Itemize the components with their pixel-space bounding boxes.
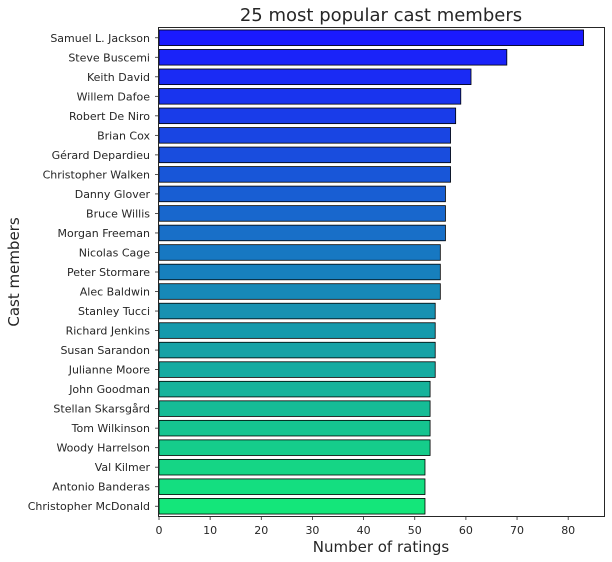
bar	[158, 498, 426, 515]
y-tick-label: Keith David	[87, 71, 150, 84]
y-tick-labels: Samuel L. Jackson Steve Buscemi Keith Davi…	[28, 32, 159, 513]
y-tick-label: Gérard Depardieu	[52, 149, 150, 162]
x-tick-label: 40	[357, 524, 371, 537]
y-tick-label: Antonio Banderas	[52, 481, 150, 494]
bar	[158, 205, 446, 222]
y-tick-label: Julianne Moore	[68, 364, 151, 377]
bar	[158, 49, 508, 66]
bar	[158, 244, 441, 261]
x-tick-label: 70	[510, 524, 524, 537]
chart-title: 25 most popular cast members	[240, 5, 522, 26]
bar	[158, 127, 451, 144]
x-tick-labels: 0 10 20 30 40 50 60 70 80	[156, 516, 575, 537]
y-tick-label: Woody Harrelson	[56, 442, 150, 455]
y-tick-label: Susan Sarandon	[60, 344, 150, 357]
x-tick-label: 0	[156, 524, 163, 537]
y-tick-label: Robert De Niro	[69, 110, 150, 123]
y-tick-label: Val Kilmer	[95, 461, 151, 474]
y-tick-label: Stanley Tucci	[78, 305, 150, 318]
bar	[158, 302, 436, 320]
bar	[158, 478, 426, 495]
y-tick-label: Steve Buscemi	[68, 51, 150, 64]
y-tick-label: Alec Baldwin	[80, 286, 150, 299]
bar	[158, 185, 446, 203]
x-axis-label: Number of ratings	[313, 538, 450, 556]
bar	[158, 380, 431, 398]
y-tick-label: Samuel L. Jackson	[50, 32, 150, 45]
y-tick-label: Danny Glover	[75, 188, 151, 201]
bars-group	[158, 29, 584, 515]
bar	[158, 263, 441, 281]
x-tick-label: 10	[203, 524, 217, 537]
bar	[158, 224, 446, 242]
bar	[158, 341, 436, 359]
y-tick-label: Tom Wilkinson	[71, 422, 150, 435]
bar	[158, 419, 431, 437]
y-tick-label: Stellan Skarsgård	[53, 403, 150, 416]
y-tick-label: Morgan Freeman	[57, 227, 150, 240]
bar	[158, 68, 472, 86]
bar	[158, 29, 584, 46]
y-tick-label: John Goodman	[68, 383, 150, 396]
y-tick-label: Richard Jenkins	[66, 325, 151, 338]
y-tick-label: Nicolas Cage	[79, 246, 150, 259]
bar	[158, 400, 431, 417]
bar	[158, 439, 431, 456]
bar	[158, 458, 426, 476]
x-tick-label: 60	[459, 524, 473, 537]
bar	[158, 283, 441, 300]
bar	[158, 88, 462, 105]
bar	[158, 166, 451, 183]
bar	[158, 146, 451, 164]
y-tick-label: Christopher McDonald	[28, 500, 150, 513]
x-tick-label: 20	[254, 524, 268, 537]
y-tick-label: Brian Cox	[97, 129, 150, 142]
bar	[158, 361, 436, 378]
x-tick-label: 50	[408, 524, 422, 537]
y-tick-label: Christopher Walken	[43, 168, 150, 181]
y-axis-label: Cast members	[5, 217, 23, 326]
x-tick-label: 30	[305, 524, 319, 537]
x-tick-label: 80	[561, 524, 575, 537]
bar	[158, 322, 436, 339]
y-tick-label: Willem Dafoe	[77, 90, 151, 103]
y-tick-label: Bruce Willis	[86, 207, 150, 220]
plot-frame	[158, 27, 605, 517]
bar	[158, 107, 457, 125]
y-tick-label: Peter Stormare	[67, 266, 150, 279]
